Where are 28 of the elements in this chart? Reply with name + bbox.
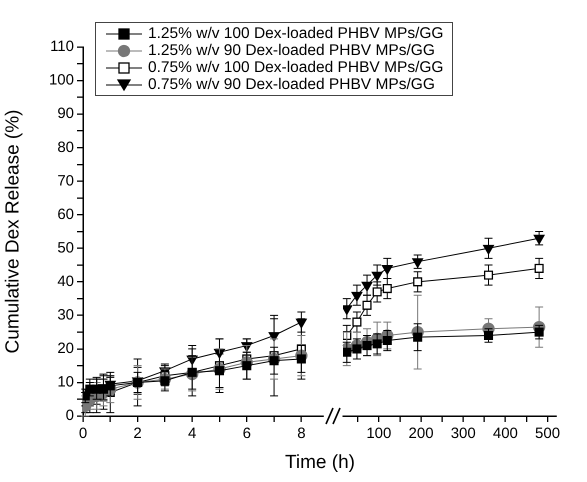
x-axis-title: Time (h)	[284, 452, 356, 474]
x-tick-label: 500	[535, 425, 560, 442]
legend-label: 1.25% w/v 90 Dex-loaded PHBV MPs/GG	[148, 42, 435, 59]
y-tick-label: 30	[57, 306, 74, 324]
x-tick-label: 0	[78, 425, 88, 442]
y-tick-label: 50	[57, 239, 74, 256]
y-tick-label: 90	[57, 105, 74, 122]
x-tick-label: 200	[408, 425, 434, 442]
y-tick-label: 60	[57, 206, 74, 223]
y-tick-label: 110	[50, 38, 74, 56]
y-tick-label: 70	[57, 172, 74, 190]
x-tick-label: 8	[297, 425, 306, 442]
y-tick-label: 20	[57, 340, 74, 358]
y-axis-title: Cumulative Dex Release (%)	[2, 110, 24, 354]
legend-label: 0.75% w/v 100 Dex-loaded PHBV MPs/GG	[148, 59, 444, 76]
x-tick-label: 400	[492, 425, 518, 442]
x-tick-label: 100	[366, 425, 392, 442]
y-tick-label: 10	[57, 374, 74, 391]
x-tick-label: 4	[188, 425, 196, 442]
legend-label: 1.25% w/v 100 Dex-loaded PHBV MPs/GG	[148, 25, 444, 42]
y-tick-label: 0	[66, 407, 74, 424]
y-tick-label: 80	[57, 138, 74, 156]
x-tick-label: 2	[133, 425, 142, 442]
y-tick-label: 100	[48, 72, 74, 89]
x-tick-label: 6	[242, 425, 251, 442]
y-tick-label: 40	[57, 272, 74, 290]
x-tick-label: 300	[450, 425, 476, 442]
legend-label: 0.75% w/v 90 Dex-loaded PHBV MPs/GG	[148, 76, 435, 93]
